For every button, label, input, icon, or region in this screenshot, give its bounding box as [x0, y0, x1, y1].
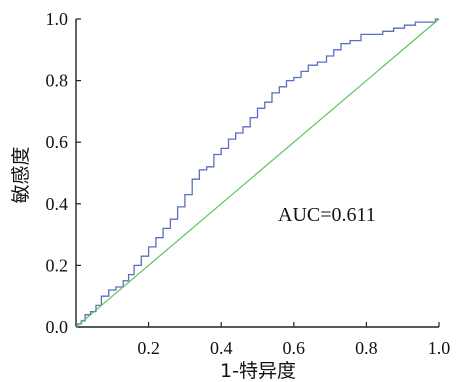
y-axis-title: 敏感度: [10, 146, 32, 203]
axes: [75, 18, 440, 328]
y-tick-label: 0.0: [46, 317, 69, 337]
auc-annotation: AUC=0.611: [278, 204, 376, 226]
x-tick-label: 0.8: [355, 338, 378, 358]
x-tick-label: 0.4: [210, 338, 233, 358]
x-axis-title: 1-特异度: [220, 360, 296, 382]
y-tick-label: 0.2: [46, 255, 69, 275]
roc-curve-line: [76, 18, 439, 328]
tick-labels: 0.0 0.2 0.4 0.6 0.8 1.0 0.2 0.4 0.6 0.8 1.0: [46, 9, 451, 358]
y-tick-label: 0.6: [46, 132, 69, 152]
x-tick-label: 1.0: [428, 338, 451, 358]
x-tick-label: 0.2: [137, 338, 160, 358]
y-tick-label: 0.8: [46, 71, 69, 91]
y-tick-label: 1.0: [46, 9, 69, 29]
x-tick-label: 0.6: [283, 338, 306, 358]
reference-diagonal-line: [75, 18, 440, 328]
y-tick-label: 0.4: [46, 194, 69, 214]
plot-area: [75, 18, 440, 328]
